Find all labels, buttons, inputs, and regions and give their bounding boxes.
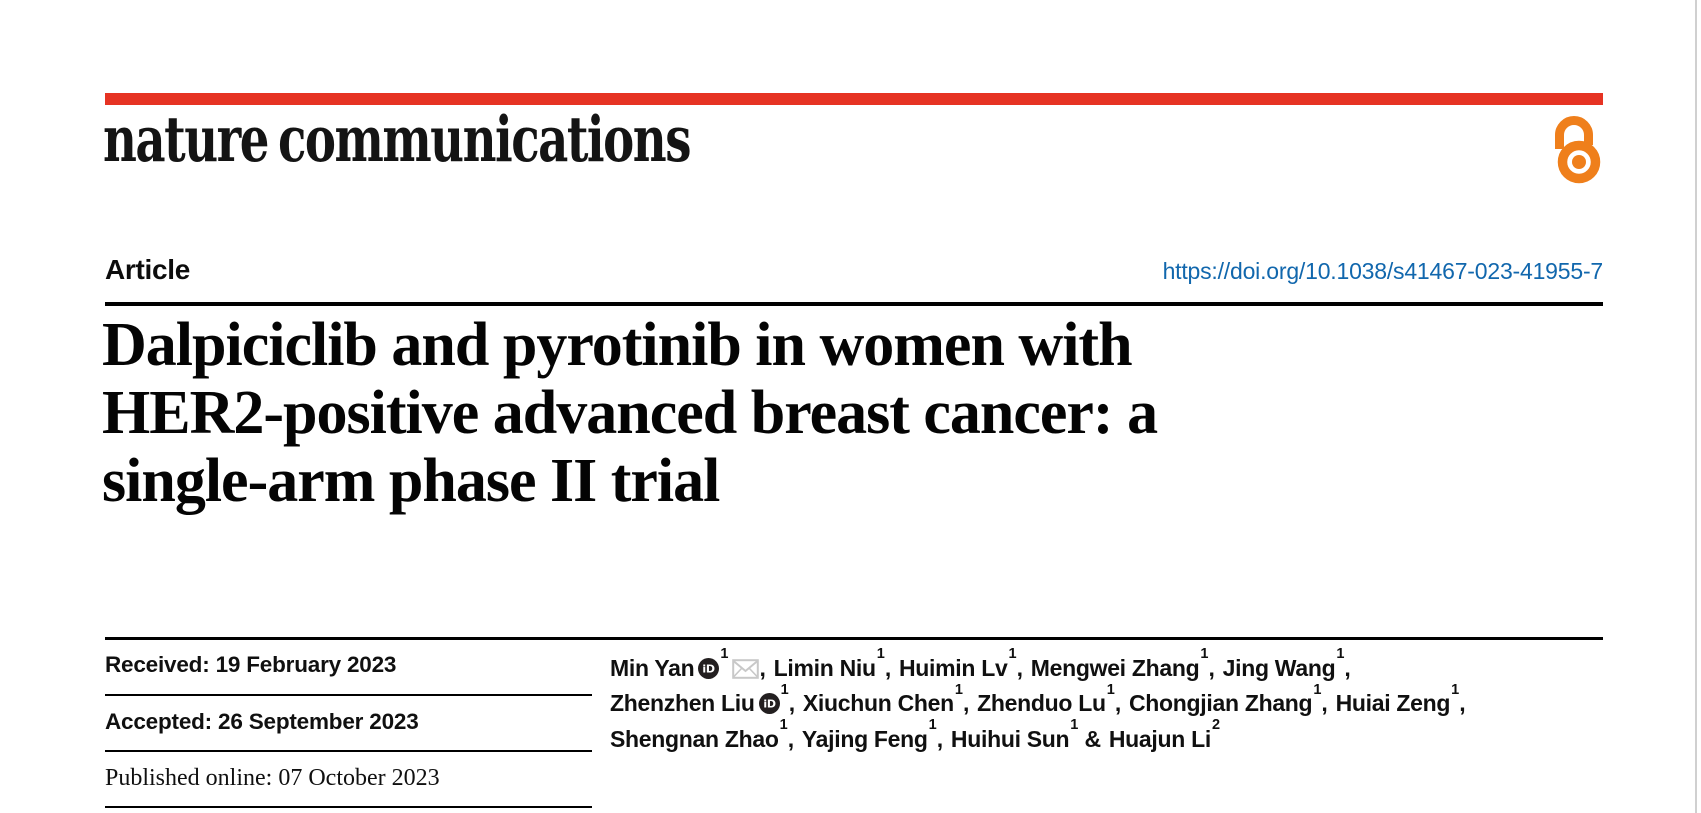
author-name: Min Yan xyxy=(610,654,695,681)
author: Xiuchun Chen1, xyxy=(802,682,977,717)
accepted-date: Accepted: 26 September 2023 xyxy=(105,709,592,735)
author-name: Huihui Sun xyxy=(950,725,1070,752)
author: Yajing Feng1, xyxy=(801,717,951,752)
affiliation-superscript: 1 xyxy=(1451,681,1460,698)
author-name: Shengnan Zhao xyxy=(610,725,779,752)
published-date: Published online: 07 October 2023 xyxy=(105,765,592,792)
author-separator: , xyxy=(1459,690,1466,717)
author: Huihui Sun1 & xyxy=(950,717,1109,752)
author-separator: & xyxy=(1078,725,1107,752)
author-name: Huajun Li xyxy=(1108,725,1211,752)
affiliation-superscript: 1 xyxy=(954,681,963,698)
published-value: 07 October 2023 xyxy=(278,765,440,791)
author: Huimin Lv1, xyxy=(899,646,1031,681)
accepted-label: Accepted: xyxy=(105,709,212,734)
author-name: Jing Wang xyxy=(1222,654,1336,681)
author: Huiai Zeng1, xyxy=(1335,682,1468,717)
email-envelope-icon[interactable] xyxy=(732,658,760,679)
svg-text:iD: iD xyxy=(763,698,775,711)
author-name: Zhenzhen Liu xyxy=(610,690,755,717)
author-separator: , xyxy=(1114,690,1127,717)
author-separator: , xyxy=(884,654,897,681)
svg-text:iD: iD xyxy=(703,662,715,675)
author: Shengnan Zhao1, xyxy=(610,717,802,752)
affiliation-superscript: 1 xyxy=(1313,681,1322,698)
date-divider xyxy=(105,750,592,752)
affiliation-superscript: 1 xyxy=(876,646,885,662)
heavy-divider xyxy=(105,302,1603,306)
author-name: Zhenduo Lu xyxy=(977,690,1106,717)
author: Jing Wang1, xyxy=(1222,646,1353,681)
affiliation-superscript: 1 xyxy=(1070,717,1079,733)
journal-logo: nature communications xyxy=(103,102,691,176)
affiliation-superscript: 1 xyxy=(780,681,789,698)
author-separator: , xyxy=(1016,654,1029,681)
author: Zhenzhen Liu iD 1, xyxy=(610,682,803,717)
author-name: Huiai Zeng xyxy=(1335,690,1451,717)
received-label: Received: xyxy=(105,652,210,677)
author-name: Chongjian Zhang xyxy=(1129,690,1313,717)
header-body-divider xyxy=(105,637,1603,640)
page-right-edge xyxy=(1695,0,1697,813)
author: Chongjian Zhang1, xyxy=(1129,682,1336,717)
brand-accent-bar xyxy=(105,93,1603,105)
affiliation-superscript: 1 xyxy=(720,646,729,662)
accepted-value: 26 September 2023 xyxy=(218,709,419,734)
affiliation-superscript: 1 xyxy=(1008,646,1017,662)
affiliation-superscript: 1 xyxy=(1106,681,1115,698)
article-title: Dalpiciclib and pyrotinib in women with … xyxy=(102,311,1562,515)
author-separator: , xyxy=(759,654,772,681)
author: Mengwei Zhang1, xyxy=(1030,646,1223,681)
author-separator: , xyxy=(788,690,801,717)
author-name: Mengwei Zhang xyxy=(1030,654,1200,681)
author-name: Yajing Feng xyxy=(801,725,928,752)
author: Huajun Li2 xyxy=(1108,717,1220,752)
author-separator: , xyxy=(1344,654,1351,681)
author: Min Yan iD 1 , xyxy=(610,646,774,681)
author-name: Xiuchun Chen xyxy=(802,690,954,717)
author-separator: , xyxy=(787,725,800,752)
date-divider xyxy=(105,694,592,696)
author-name: Limin Niu xyxy=(773,654,876,681)
affiliation-superscript: 2 xyxy=(1211,717,1221,733)
orcid-icon[interactable]: iD xyxy=(698,657,720,679)
title-line-1: Dalpiciclib and pyrotinib in women with xyxy=(102,311,1133,379)
received-date: Received: 19 February 2023 xyxy=(105,652,592,678)
affiliation-superscript: 1 xyxy=(779,717,788,733)
affiliation-superscript: 1 xyxy=(928,717,937,733)
published-label: Published online: xyxy=(105,765,273,791)
author-separator: , xyxy=(962,690,976,717)
orcid-icon[interactable]: iD xyxy=(758,693,780,715)
article-type-label: Article xyxy=(105,254,191,285)
received-value: 19 February 2023 xyxy=(215,652,397,677)
author-name: Huimin Lv xyxy=(899,654,1008,681)
author-list: Min Yan iD 1 , Limin Niu1, Huimin Lv1, M… xyxy=(610,646,1670,755)
author-separator: , xyxy=(1208,654,1221,681)
author-line: Min Yan iD 1 , Limin Niu1, Huimin Lv1, M… xyxy=(610,646,1670,684)
title-line-3: single-arm phase II trial xyxy=(102,447,720,515)
author: Zhenduo Lu1, xyxy=(977,682,1129,717)
title-line-2: HER2-positive advanced breast cancer: a xyxy=(102,379,1158,447)
author: Limin Niu1, xyxy=(773,646,899,681)
author-line: Shengnan Zhao1, Yajing Feng1, Huihui Sun… xyxy=(610,717,1670,755)
affiliation-superscript: 1 xyxy=(1200,646,1209,662)
author-separator: , xyxy=(936,725,949,752)
author-separator: , xyxy=(1321,690,1334,717)
author-line: Zhenzhen Liu iD 1, Xiuchun Chen1, Zhendu… xyxy=(610,682,1670,720)
date-divider xyxy=(105,806,592,808)
doi-link[interactable]: https://doi.org/10.1038/s41467-023-41955… xyxy=(1162,258,1604,284)
open-access-icon xyxy=(1555,116,1601,184)
affiliation-superscript: 1 xyxy=(1336,646,1345,662)
article-meta-row: Article https://doi.org/10.1038/s41467-0… xyxy=(105,254,1603,286)
